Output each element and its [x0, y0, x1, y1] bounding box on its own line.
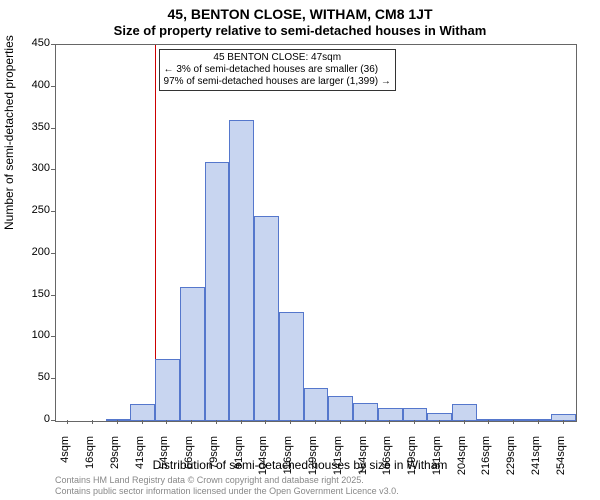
y-tick-label: 350 [22, 121, 50, 133]
x-tick-label: 4sqm [59, 436, 71, 480]
y-tick-mark [51, 86, 55, 87]
footer-line1: Contains HM Land Registry data © Crown c… [55, 475, 399, 486]
y-tick-label: 400 [22, 79, 50, 91]
histogram-bar [180, 287, 205, 421]
y-tick-label: 200 [22, 246, 50, 258]
x-tick-mark [117, 420, 118, 424]
x-tick-mark [216, 420, 217, 424]
x-tick-mark [488, 420, 489, 424]
histogram-bar [254, 216, 279, 421]
y-tick-label: 250 [22, 204, 50, 216]
y-tick-mark [51, 44, 55, 45]
y-tick-mark [51, 211, 55, 212]
annotation-box: 45 BENTON CLOSE: 47sqm ← 3% of semi-deta… [159, 49, 396, 91]
y-tick-mark [51, 169, 55, 170]
x-tick-mark [67, 420, 68, 424]
x-tick-label: 229sqm [505, 436, 517, 480]
annotation-line3: 97% of semi-detached houses are larger (… [164, 76, 391, 88]
histogram-bar [130, 404, 155, 421]
histogram-bar [328, 396, 353, 421]
x-tick-label: 179sqm [406, 436, 418, 480]
x-tick-mark [92, 420, 93, 424]
annotation-line2: ← 3% of semi-detached houses are smaller… [164, 64, 391, 76]
histogram-bar [229, 120, 254, 421]
y-tick-label: 50 [22, 371, 50, 383]
y-tick-mark [51, 420, 55, 421]
x-tick-label: 91sqm [233, 436, 245, 480]
histogram-bar [353, 403, 378, 421]
x-tick-label: 54sqm [158, 436, 170, 480]
y-axis-label: Number of semi-detached properties [2, 35, 16, 230]
chart-title: 45, BENTON CLOSE, WITHAM, CM8 1JT [0, 0, 600, 22]
histogram-bar [205, 162, 230, 421]
x-tick-mark [439, 420, 440, 424]
footer-line2: Contains public sector information licen… [55, 486, 399, 497]
x-tick-mark [464, 420, 465, 424]
x-tick-mark [241, 420, 242, 424]
x-tick-label: 191sqm [431, 436, 443, 480]
x-tick-label: 116sqm [282, 436, 294, 480]
x-tick-mark [365, 420, 366, 424]
x-tick-label: 154sqm [357, 436, 369, 480]
x-tick-mark [166, 420, 167, 424]
histogram-bar [155, 359, 180, 421]
x-tick-mark [142, 420, 143, 424]
y-tick-mark [51, 253, 55, 254]
x-tick-label: 79sqm [208, 436, 220, 480]
x-tick-mark [563, 420, 564, 424]
histogram-bar [427, 413, 452, 421]
x-tick-label: 216sqm [480, 436, 492, 480]
x-tick-mark [513, 420, 514, 424]
x-tick-label: 29sqm [109, 436, 121, 480]
x-tick-label: 129sqm [307, 436, 319, 480]
x-tick-mark [265, 420, 266, 424]
y-tick-mark [51, 128, 55, 129]
x-tick-mark [414, 420, 415, 424]
y-tick-mark [51, 295, 55, 296]
footer-attribution: Contains HM Land Registry data © Crown c… [55, 475, 399, 497]
histogram-bar [452, 404, 477, 421]
histogram-bar [304, 388, 329, 421]
x-tick-mark [290, 420, 291, 424]
x-tick-label: 41sqm [134, 436, 146, 480]
x-tick-mark [340, 420, 341, 424]
x-tick-mark [538, 420, 539, 424]
y-tick-label: 150 [22, 288, 50, 300]
x-tick-label: 254sqm [555, 436, 567, 480]
histogram-bar [279, 312, 304, 421]
y-tick-label: 300 [22, 162, 50, 174]
y-tick-label: 450 [22, 37, 50, 49]
y-tick-mark [51, 336, 55, 337]
x-tick-mark [191, 420, 192, 424]
annotation-line1: 45 BENTON CLOSE: 47sqm [164, 52, 391, 64]
chart-subtitle: Size of property relative to semi-detach… [0, 22, 600, 38]
x-tick-label: 141sqm [332, 436, 344, 480]
histogram-bar [551, 414, 576, 421]
plot-area: 45 BENTON CLOSE: 47sqm ← 3% of semi-deta… [55, 44, 577, 422]
x-tick-label: 241sqm [530, 436, 542, 480]
chart-container: 45, BENTON CLOSE, WITHAM, CM8 1JT Size o… [0, 0, 600, 500]
y-tick-label: 100 [22, 329, 50, 341]
x-tick-mark [389, 420, 390, 424]
x-tick-label: 104sqm [257, 436, 269, 480]
x-tick-mark [315, 420, 316, 424]
histogram-bar [526, 419, 551, 421]
y-tick-label: 0 [22, 413, 50, 425]
x-tick-label: 16sqm [84, 436, 96, 480]
x-tick-label: 66sqm [183, 436, 195, 480]
x-tick-label: 204sqm [456, 436, 468, 480]
x-tick-label: 166sqm [381, 436, 393, 480]
y-tick-mark [51, 378, 55, 379]
histogram-bar [106, 419, 131, 421]
